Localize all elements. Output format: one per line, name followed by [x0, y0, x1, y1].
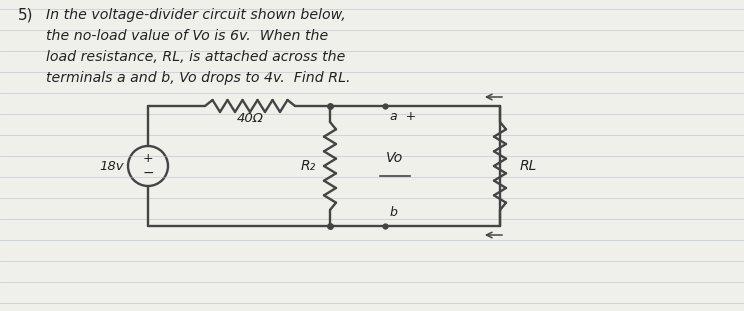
Text: 40Ω: 40Ω — [237, 113, 263, 126]
Text: load resistance, RL, is attached across the: load resistance, RL, is attached across … — [46, 50, 345, 64]
Text: b: b — [390, 207, 398, 220]
Text: In the voltage-divider circuit shown below,: In the voltage-divider circuit shown bel… — [46, 8, 346, 22]
Text: RL: RL — [520, 159, 537, 173]
Text: terminals a and b, Vo drops to 4v.  Find RL.: terminals a and b, Vo drops to 4v. Find … — [46, 71, 350, 85]
Text: Vo: Vo — [386, 151, 404, 165]
Text: the no-load value of Vo is 6v.  When the: the no-load value of Vo is 6v. When the — [46, 29, 328, 43]
Text: a  +: a + — [390, 109, 416, 123]
Text: −: − — [142, 166, 154, 180]
Text: R₂: R₂ — [301, 159, 315, 173]
Text: 5): 5) — [18, 7, 33, 22]
Text: 18v: 18v — [100, 160, 124, 173]
Text: +: + — [143, 152, 153, 165]
